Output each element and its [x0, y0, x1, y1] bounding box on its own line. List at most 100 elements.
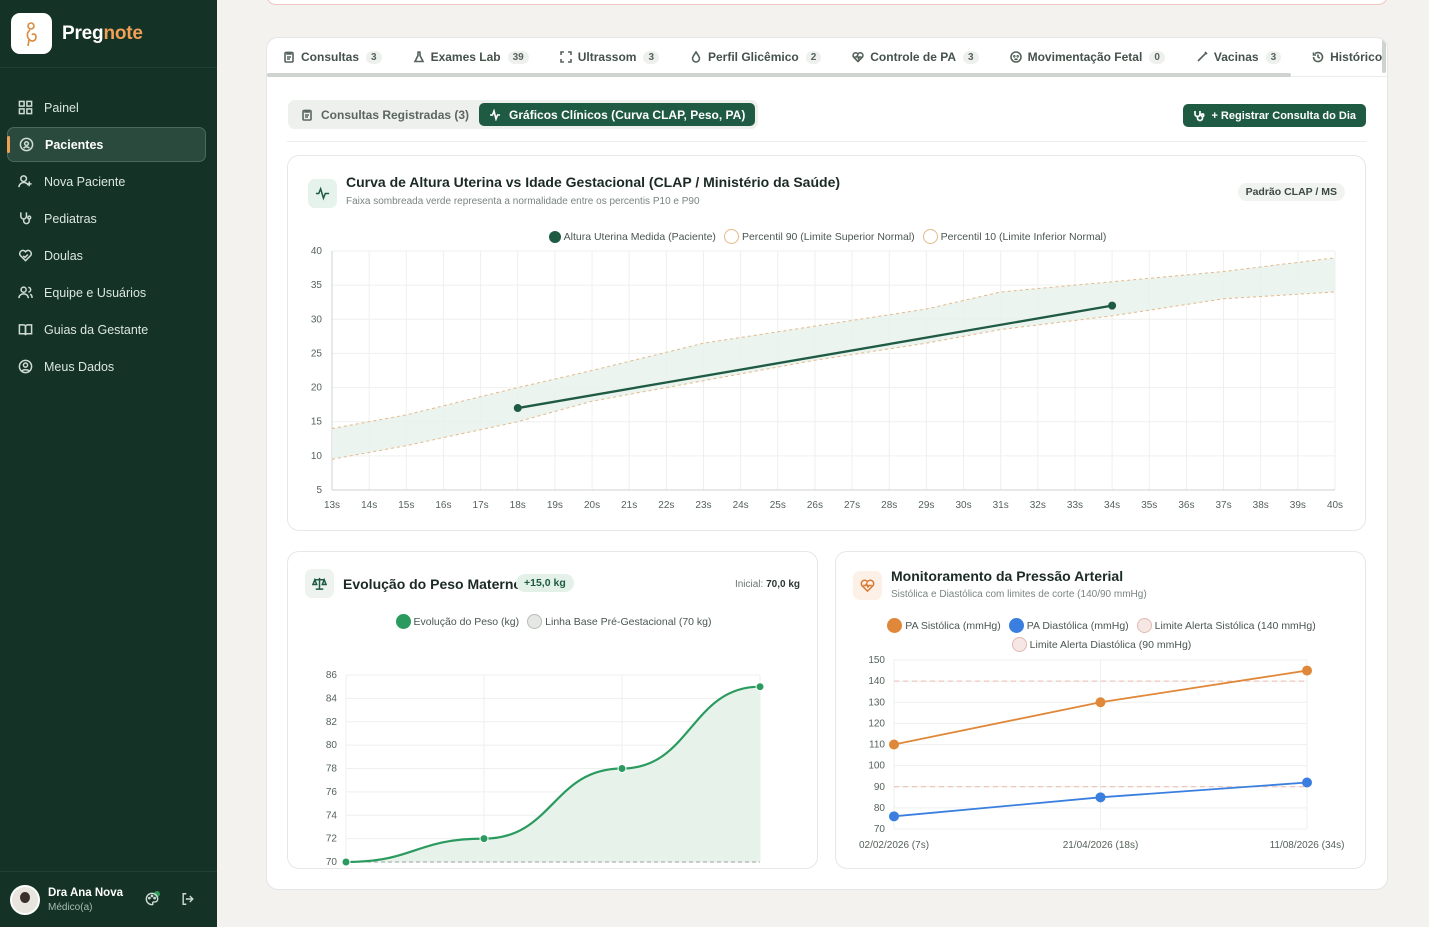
series-line-p10 — [331, 291, 1336, 460]
register-button-label: + Registrar Consulta do Dia — [1211, 109, 1356, 122]
legend-label: Percentil 10 (Limite Inferior Normal) — [940, 230, 1107, 243]
data-point — [1302, 665, 1312, 676]
sidebar-item-label: Pacientes — [45, 137, 104, 152]
tab-count: 3 — [366, 50, 382, 64]
legend-item[interactable]: Linha Base Pré-Gestacional (70 kg) — [527, 614, 712, 629]
x-tick-label: 35s — [1141, 500, 1157, 511]
legend-swatch — [1136, 618, 1152, 633]
tab-controle-pa[interactable]: Controle de PA 3 — [852, 50, 979, 64]
tab-historico[interactable]: Histórico — [1312, 50, 1382, 64]
y-tick-label: 72 — [326, 834, 338, 845]
y-tick-label: 15 — [311, 417, 323, 428]
user-circle-icon — [18, 359, 33, 374]
data-point — [1095, 792, 1106, 803]
sidebar-item-pediatras[interactable]: Pediatras — [7, 201, 206, 236]
x-tick-label: 30s — [955, 500, 971, 511]
y-tick-label: 25 — [311, 348, 323, 359]
tab-count: 3 — [643, 50, 659, 64]
legend-swatch — [1011, 637, 1027, 652]
y-tick-label: 84 — [326, 693, 338, 704]
legend-item[interactable]: PA Sistólica (mmHg) — [887, 618, 1001, 633]
legend-item[interactable]: Percentil 10 (Limite Inferior Normal) — [922, 229, 1107, 244]
x-tick-label: 13s — [324, 500, 340, 511]
history-icon — [1312, 51, 1324, 63]
series-line-weight — [345, 685, 761, 864]
sidebar-item-guias[interactable]: Guias da Gestante — [7, 312, 206, 347]
y-tick-label: 80 — [326, 740, 338, 751]
tab-label: Consultas — [301, 50, 360, 64]
sidebar-item-pacientes[interactable]: Pacientes — [7, 127, 206, 162]
data-point — [889, 811, 899, 822]
legend-item[interactable]: Limite Alerta Diastólica (90 mmHg) — [1011, 637, 1191, 652]
chart-subtabs: Consultas Registradas (3) Gráficos Clíni… — [288, 100, 759, 129]
sidebar-item-meus-dados[interactable]: Meus Dados — [7, 349, 206, 384]
tab-count: 3 — [963, 50, 979, 64]
sidebar-item-equipe[interactable]: Equipe e Usuários — [7, 275, 206, 310]
y-tick-label: 70 — [326, 857, 338, 868]
sidebar-item-painel[interactable]: Painel — [7, 90, 206, 125]
x-tick-label: 14s — [361, 500, 377, 511]
sidebar-item-doulas[interactable]: Doulas — [7, 238, 206, 273]
tab-ultrassom[interactable]: Ultrassom 3 — [559, 50, 659, 64]
subtab-label: Gráficos Clínicos (Curva CLAP, Peso, PA) — [509, 107, 746, 122]
clipboard-icon — [284, 51, 294, 63]
x-tick-label: 17s — [473, 500, 489, 511]
sidebar-item-nova-paciente[interactable]: Nova Paciente — [7, 164, 206, 199]
drop-icon — [691, 51, 701, 63]
weight-area-fill — [346, 686, 760, 862]
subtab-label: Consultas Registradas (3) — [321, 107, 470, 122]
sidebar-nav: Painel Pacientes Nova Paciente Pediatras… — [0, 68, 217, 384]
logout-icon[interactable] — [181, 892, 195, 906]
tabs-scrollbar[interactable] — [267, 73, 1291, 77]
legend-swatch — [922, 229, 938, 244]
legend-item[interactable]: Limite Alerta Sistólica (140 mmHg) — [1136, 618, 1316, 633]
legend-label: PA Sistólica (mmHg) — [905, 619, 1001, 632]
legend-swatch — [723, 229, 739, 244]
legend-swatch — [887, 618, 903, 633]
x-tick-label: 20s — [584, 500, 600, 511]
sidebar-item-label: Nova Paciente — [44, 174, 126, 189]
legend-label: Linha Base Pré-Gestacional (70 kg) — [545, 615, 712, 628]
x-tick-label: 18s — [510, 500, 526, 511]
x-tick-label: 25s — [770, 500, 786, 511]
y-tick-label: 76 — [326, 787, 338, 798]
x-tick-label: 28s — [881, 500, 897, 511]
standard-badge: Padrão CLAP / MS — [1237, 183, 1345, 201]
brand[interactable]: Pregnote — [0, 0, 217, 68]
tab-exames-lab[interactable]: Exames Lab 39 — [413, 50, 529, 64]
tab-count: 2 — [805, 50, 822, 64]
user-profile[interactable]: Dra Ana Nova Médico(a) — [0, 871, 217, 927]
tab-perfil-glicemico[interactable]: Perfil Glicêmico 2 — [690, 50, 822, 64]
patient-panel: Consultas 3 Exames Lab 39 Ultrassom 3 Pe… — [266, 37, 1388, 890]
subtab-graficos-clinicos[interactable]: Gráficos Clínicos (Curva CLAP, Peso, PA) — [479, 103, 756, 126]
x-tick-label: 37s — [1215, 500, 1231, 511]
uterine-chart-title: Curva de Altura Uterina vs Idade Gestaci… — [346, 174, 841, 190]
scan-icon — [559, 51, 572, 63]
sidebar-item-label: Doulas — [44, 248, 83, 263]
tab-consultas[interactable]: Consultas 3 — [283, 50, 382, 64]
tab-count: 3 — [1265, 50, 1282, 64]
legend-item[interactable]: PA Diastólica (mmHg) — [1008, 618, 1129, 633]
weight-card: Evolução do Peso Materno +15,0 kg Inicia… — [287, 551, 818, 869]
user-meta: Dra Ana Nova Médico(a) — [48, 887, 123, 913]
x-tick-label: 26s — [807, 500, 823, 511]
avatar — [10, 884, 40, 915]
subtab-consultas-registradas[interactable]: Consultas Registradas (3) — [291, 103, 479, 126]
vertical-scrollbar[interactable] — [1382, 38, 1386, 73]
user-plus-icon — [18, 175, 32, 188]
heart-hand-icon — [19, 249, 32, 262]
x-tick-label: 16s — [435, 500, 451, 511]
tab-vacinas[interactable]: Vacinas 3 — [1196, 50, 1282, 64]
tab-label: Perfil Glicêmico — [708, 50, 799, 64]
legend-item[interactable]: Altura Uterina Medida (Paciente) — [548, 230, 716, 243]
record-tabs: Consultas 3 Exames Lab 39 Ultrassom 3 Pe… — [267, 38, 1387, 77]
sidebar-item-label: Meus Dados — [44, 359, 115, 374]
tab-movimentacao-fetal[interactable]: Movimentação Fetal 0 — [1009, 50, 1165, 64]
palette-icon[interactable] — [145, 892, 159, 906]
legend-item[interactable]: Percentil 90 (Limite Superior Normal) — [723, 229, 915, 244]
y-tick-label: 80 — [874, 803, 886, 814]
y-tick-label: 30 — [311, 314, 323, 325]
legend-item[interactable]: Evolução do Peso (kg) — [395, 614, 519, 629]
register-consultation-button[interactable]: + Registrar Consulta do Dia — [1183, 104, 1366, 127]
y-tick-label: 20 — [311, 383, 323, 394]
